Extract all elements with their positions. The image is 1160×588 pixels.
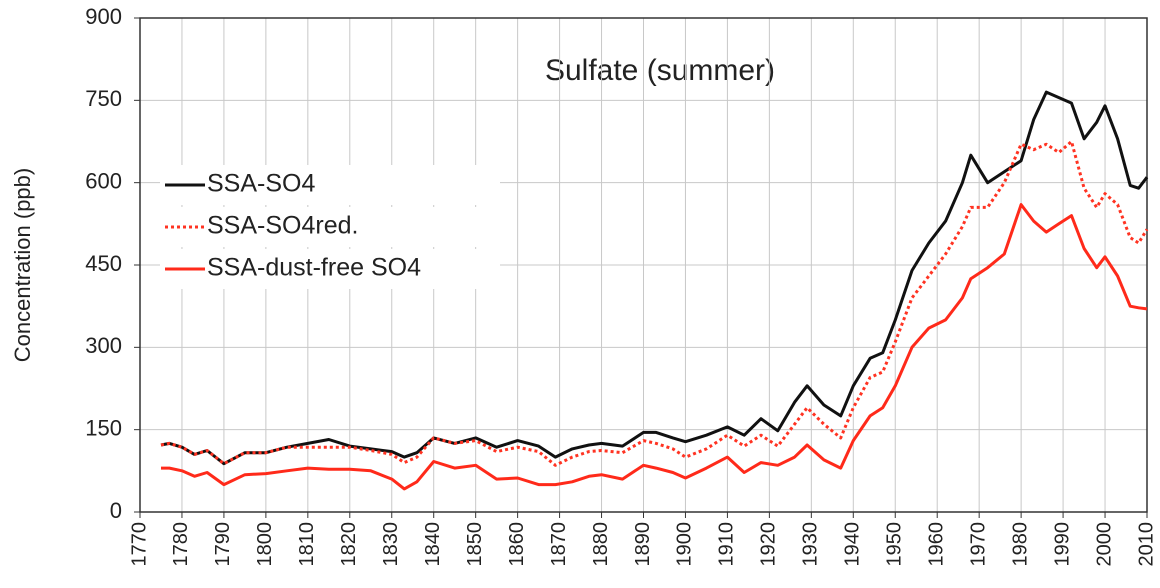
x-tick-label: 1970 <box>967 522 989 567</box>
x-tick-label: 1820 <box>338 522 360 567</box>
chart-title: Sulfate (summer) <box>545 54 775 87</box>
x-tick-label: 1900 <box>674 522 696 567</box>
series-line <box>160 90 1149 466</box>
plot-frame <box>139 17 1148 513</box>
y-tick-label: 600 <box>85 168 122 193</box>
x-tick-label: 1840 <box>422 522 444 567</box>
x-tick-label: 1890 <box>632 522 654 567</box>
y-tick-label: 750 <box>85 86 122 111</box>
x-tick-label: 1930 <box>800 522 822 567</box>
x-tick-label: 1790 <box>212 522 234 567</box>
legend-bg <box>160 165 500 205</box>
x-tick-label: 1980 <box>1009 522 1031 567</box>
legend-bg <box>160 207 500 247</box>
x-tick-label: 1960 <box>925 522 947 567</box>
x-tick-label: 2000 <box>1093 522 1115 567</box>
x-tick-label: 1920 <box>758 522 780 567</box>
x-tick-label: 1810 <box>296 522 318 567</box>
y-tick-label: 900 <box>85 4 122 29</box>
x-tick-label: 1910 <box>716 522 738 567</box>
legend-label: SSA-SO4 <box>207 170 315 198</box>
legend-bg <box>160 249 500 289</box>
x-tick-label: 1870 <box>548 522 570 567</box>
y-tick-label: 450 <box>85 251 122 276</box>
legend-label: SSA-SO4red. <box>207 212 358 240</box>
x-tick-label: 1950 <box>884 522 906 567</box>
x-tick-label: 1830 <box>380 522 402 567</box>
y-tick-label: 0 <box>110 498 122 523</box>
y-tick-label: 150 <box>85 415 122 440</box>
y-axis-label: Concentration (ppb) <box>10 168 35 362</box>
x-tick-label: 1860 <box>506 522 528 567</box>
legend: SSA-SO4 SSA-SO4red. SSA-dust-free SO4 <box>160 165 500 289</box>
x-tick-label: 1880 <box>590 522 612 567</box>
x-tick-label: 1940 <box>842 522 864 567</box>
series-line <box>161 203 1148 491</box>
x-tick-label: 2010 <box>1135 522 1157 567</box>
legend-label: SSA-dust-free SO4 <box>207 254 421 282</box>
series-line <box>160 140 1149 467</box>
x-tick-label: 1800 <box>254 522 276 567</box>
x-tick-label: 1850 <box>464 522 486 567</box>
x-tick-label: 1990 <box>1051 522 1073 567</box>
x-tick-label: 1770 <box>128 522 150 567</box>
y-tick-label: 300 <box>85 333 122 358</box>
x-tick-label: 1780 <box>170 522 192 567</box>
